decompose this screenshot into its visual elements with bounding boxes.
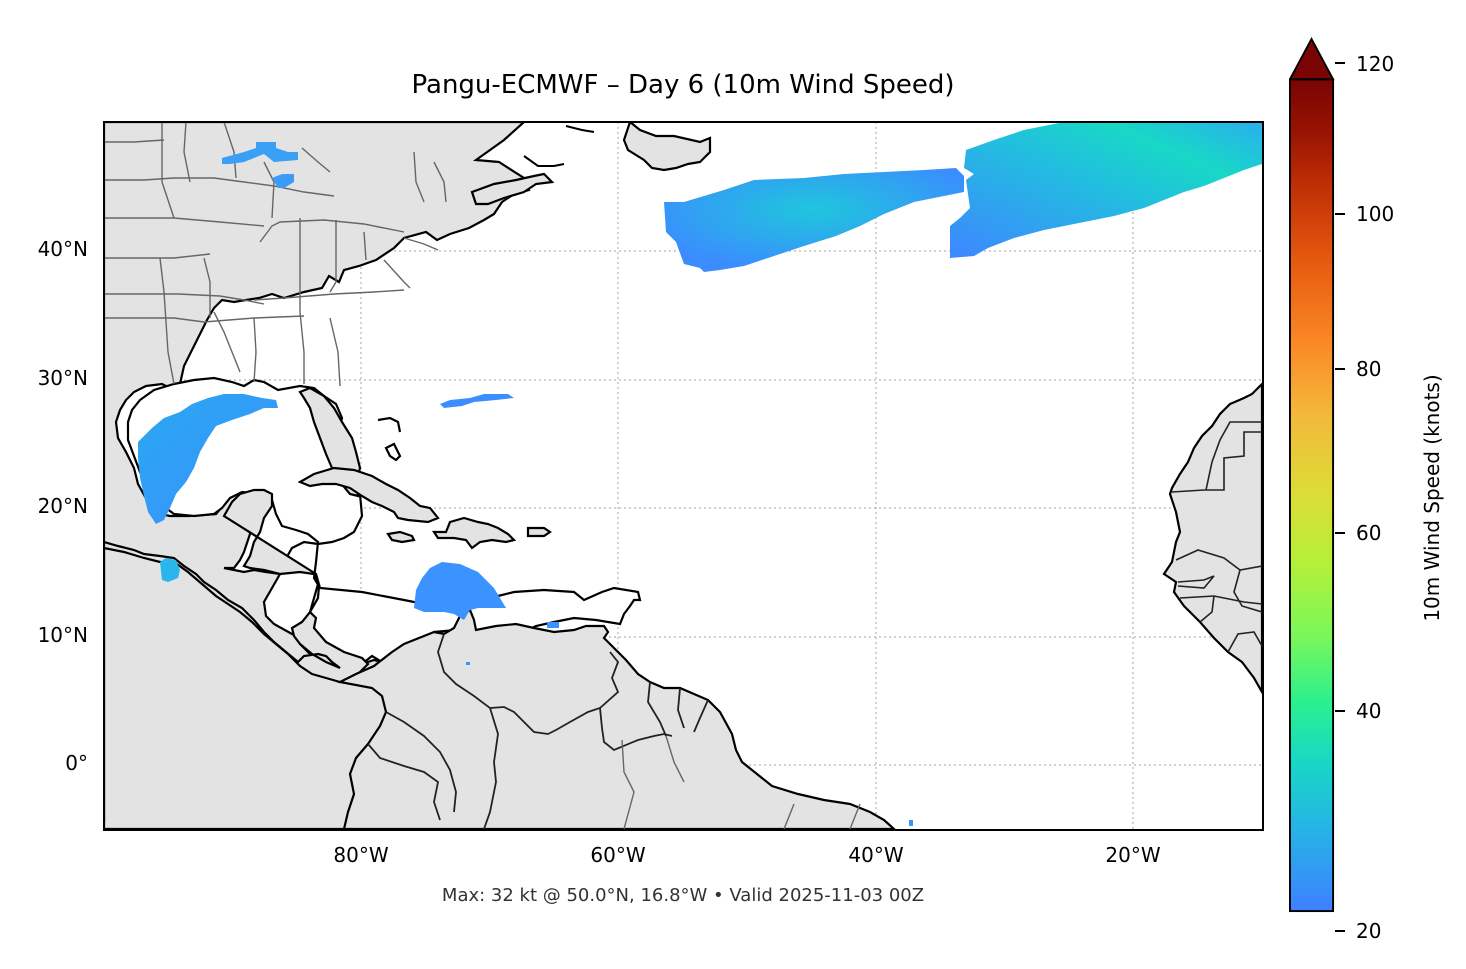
colorbar-gradient [1289,78,1335,913]
lon-tick-60w: 60°W [590,843,646,867]
map-footer-caption: Max: 32 kt @ 50.0°N, 16.8°W • Valid 2025… [441,885,925,906]
gridlines [104,122,1262,829]
africa-borders [1171,421,1262,653]
wind-region-north-atlantic-east [950,122,1262,258]
lon-tick-80w: 80°W [333,843,389,867]
lat-tick-0: 0° [65,751,88,775]
hispaniola [431,516,517,550]
anticosti [565,125,595,133]
colorbar-label-60: 60 [1356,521,1382,545]
canada-maritimes [622,122,712,172]
wind-region-caribbean [414,562,506,620]
colorbar-tick [1335,368,1345,370]
wind-region-atlantic-streak [440,394,514,408]
colorbar-label-120: 120 [1356,52,1395,76]
colorbar-title: 10m Wind Speed (knots) [1420,374,1444,622]
wind-speck [547,622,559,628]
colorbar-label-40: 40 [1356,699,1382,723]
colorbar-extend-arrow-icon [1289,36,1335,81]
puerto-rico [526,526,552,538]
colorbar-label-20: 20 [1356,919,1382,943]
cuba [297,466,440,524]
wind-region-north-atlantic-west [664,168,964,272]
wind-speck [466,662,470,665]
colorbar-label-100: 100 [1356,202,1395,226]
lon-tick-40w: 40°W [848,843,904,867]
wind-region-lake-michigan [272,174,294,188]
wind-speed-field [138,122,1262,826]
lat-tick-10n: 10°N [37,623,88,647]
wind-region-gulf-of-mexico [138,394,278,524]
bahamas [377,416,402,462]
wind-region-gulf-of-tehuantepec [160,558,180,582]
pei-island [523,155,565,167]
yucatan-central-america [104,488,370,822]
nova-scotia [470,172,555,206]
map-canvas [104,122,1262,829]
south-america-land [336,608,896,829]
lat-tick-30n: 30°N [37,366,88,390]
us-state-borders [104,122,447,387]
lat-tick-40n: 40°N [37,237,88,261]
colorbar-tick [1335,62,1345,64]
map-title: Pangu-ECMWF – Day 6 (10m Wind Speed) [411,70,955,100]
colorbar-label-80: 80 [1356,357,1382,381]
map-plot-area [104,122,1262,829]
africa-land [1162,382,1262,695]
colorbar-tick [1335,710,1345,712]
wind-speck [909,820,913,826]
colorbar [1289,36,1335,913]
south-america-borders [367,633,709,829]
colorbar-tick [1335,213,1345,215]
jamaica [386,530,416,544]
lon-tick-20w: 20°W [1105,843,1161,867]
wind-region-lake-superior [222,142,298,164]
brazil-state-borders [621,735,861,829]
lat-tick-20n: 20°N [37,494,88,518]
colorbar-tick [1335,930,1345,932]
colorbar-tick [1335,532,1345,534]
